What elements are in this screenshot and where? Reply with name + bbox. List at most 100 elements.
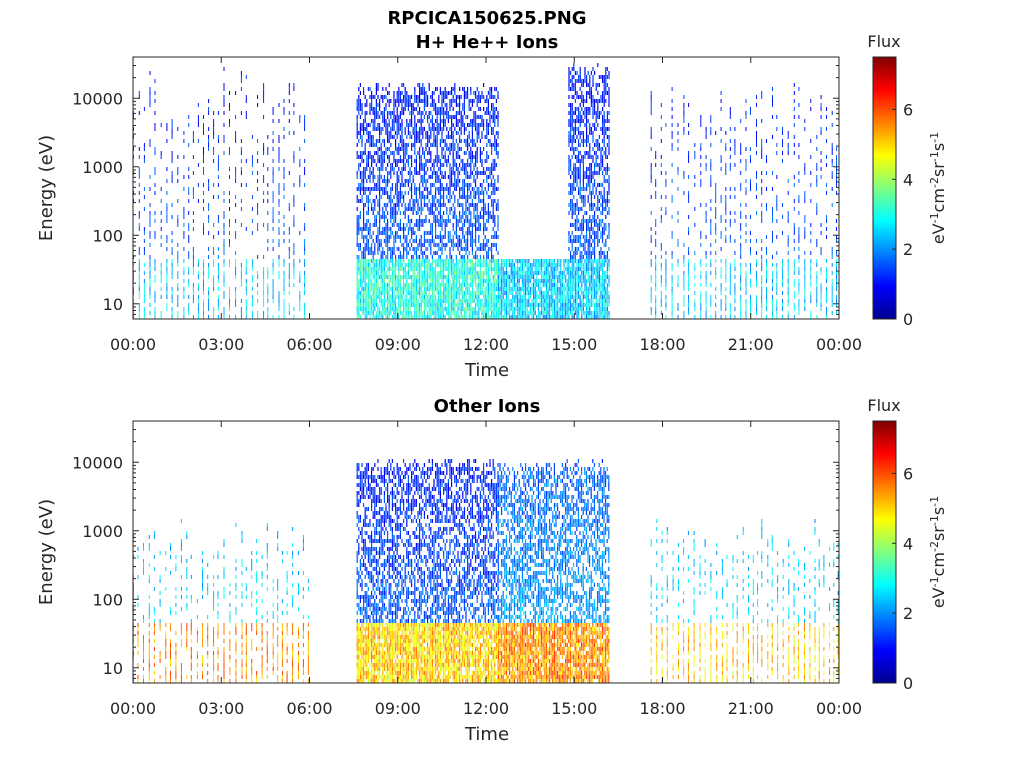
flux-cell <box>364 127 366 131</box>
flux-cell <box>481 299 483 303</box>
flux-cell <box>492 119 494 123</box>
flux-cell <box>375 303 377 307</box>
flux-cell <box>444 307 446 311</box>
flux-cell <box>491 243 493 247</box>
flux-cell <box>566 291 568 295</box>
flux-cell <box>406 95 408 99</box>
flux-cell <box>443 283 445 287</box>
flux-cell <box>171 159 173 163</box>
flux-cell <box>154 291 156 295</box>
flux-cell <box>369 167 371 171</box>
flux-cell <box>359 291 361 295</box>
flux-cell <box>396 191 398 195</box>
flux-cell <box>414 307 416 311</box>
flux-cell <box>436 171 438 175</box>
flux-cell <box>406 147 408 151</box>
flux-cell <box>507 291 509 295</box>
flux-cell <box>388 103 390 107</box>
flux-cell <box>367 187 369 191</box>
flux-cell <box>473 295 475 299</box>
flux-cell <box>521 267 523 271</box>
flux-cell <box>457 147 459 151</box>
flux-cell <box>395 279 397 283</box>
flux-cell <box>361 159 363 163</box>
flux-cell <box>387 247 389 251</box>
flux-cell <box>299 275 301 279</box>
flux-cell <box>435 159 437 163</box>
flux-cell <box>412 287 414 291</box>
flux-cell <box>364 299 366 303</box>
flux-cell <box>491 315 493 319</box>
flux-cell <box>377 199 379 203</box>
flux-cell <box>541 287 543 291</box>
flux-cell <box>367 135 369 139</box>
flux-cell <box>143 227 145 231</box>
flux-cell <box>457 303 459 307</box>
flux-cell <box>487 219 489 223</box>
flux-cell <box>183 291 185 295</box>
flux-cell <box>299 147 301 151</box>
flux-cell <box>428 159 430 163</box>
flux-cell <box>166 291 168 295</box>
flux-cell <box>574 255 576 259</box>
flux-cell <box>396 107 398 111</box>
flux-cell <box>171 311 173 315</box>
flux-cell <box>377 111 379 115</box>
flux-cell <box>404 203 406 207</box>
flux-cell <box>403 163 405 167</box>
flux-cell <box>379 315 381 319</box>
flux-cell <box>383 267 385 271</box>
flux-cell <box>387 147 389 151</box>
flux-cell <box>407 299 409 303</box>
flux-cell <box>366 127 368 131</box>
flux-cell <box>459 179 461 183</box>
flux-cell <box>449 279 451 283</box>
flux-cell <box>451 207 453 211</box>
flux-cell <box>383 239 385 243</box>
flux-cell <box>561 279 563 283</box>
figure-title: RPCICA150625.PNG <box>387 8 586 29</box>
flux-cell <box>251 155 253 159</box>
flux-cell <box>385 203 387 207</box>
flux-cell <box>401 119 403 123</box>
flux-cell <box>293 267 295 271</box>
flux-cell <box>459 187 461 191</box>
flux-cell <box>409 295 411 299</box>
flux-cell <box>495 87 497 91</box>
flux-cell <box>428 291 430 295</box>
flux-cell <box>430 243 432 247</box>
flux-cell <box>470 107 472 111</box>
flux-cell <box>436 311 438 315</box>
flux-cell <box>379 171 381 175</box>
flux-cell <box>183 267 185 271</box>
flux-cell <box>406 291 408 295</box>
flux-cell <box>245 311 247 315</box>
flux-cell <box>393 195 395 199</box>
flux-cell <box>401 143 403 147</box>
flux-cell <box>422 275 424 279</box>
flux-cell <box>171 299 173 303</box>
flux-cell <box>433 171 435 175</box>
flux-cell <box>217 279 219 283</box>
flux-cell <box>433 103 435 107</box>
flux-cell <box>398 151 400 155</box>
flux-cell <box>406 179 408 183</box>
flux-cell <box>454 91 456 95</box>
flux-cell <box>393 299 395 303</box>
flux-cell <box>304 315 306 319</box>
flux-cell <box>430 263 432 267</box>
flux-cell <box>438 243 440 247</box>
flux-cell <box>473 139 475 143</box>
flux-cell <box>395 255 397 259</box>
flux-cell <box>571 79 573 83</box>
flux-cell <box>430 311 432 315</box>
flux-cell <box>223 247 225 251</box>
flux-cell <box>447 295 449 299</box>
flux-cell <box>407 315 409 319</box>
flux-cell <box>444 151 446 155</box>
flux-cell <box>449 151 451 155</box>
flux-cell <box>257 179 259 183</box>
flux-cell <box>479 215 481 219</box>
flux-cell <box>415 211 417 215</box>
flux-cell <box>497 91 499 95</box>
